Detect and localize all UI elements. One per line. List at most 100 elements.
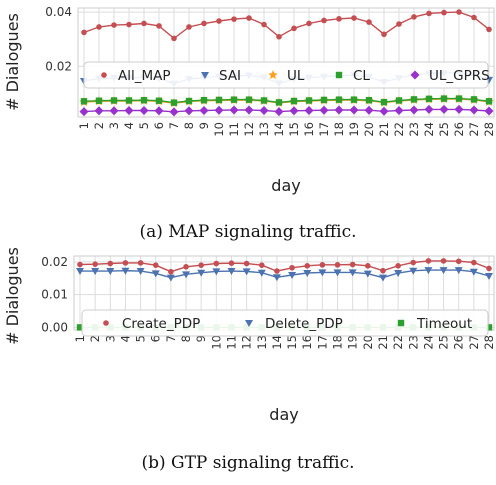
data-point (425, 258, 432, 264)
data-point (470, 96, 478, 103)
data-point (242, 268, 251, 276)
data-point (454, 267, 463, 275)
data-point (364, 105, 374, 115)
data-point (381, 31, 387, 38)
data-point (485, 98, 493, 105)
data-point (441, 9, 447, 16)
x-tick-label: 1 (77, 122, 91, 129)
data-point (424, 267, 433, 275)
data-point (109, 106, 119, 116)
legend-marker (410, 70, 420, 80)
data-point (319, 262, 326, 268)
data-point (216, 18, 222, 24)
data-point (124, 105, 134, 115)
data-point (245, 96, 253, 103)
data-point (365, 263, 371, 269)
data-point (454, 104, 464, 114)
data-point (215, 96, 223, 104)
x-tick-label: 14 (272, 122, 286, 137)
data-point (107, 260, 114, 267)
data-point (200, 96, 208, 104)
x-tick-label: 23 (407, 122, 421, 137)
legend-label: CL (353, 68, 370, 84)
series-create-pdp (77, 258, 492, 275)
data-point (425, 95, 433, 103)
data-point (350, 96, 358, 103)
data-point (349, 261, 356, 268)
legend-label: Timeout (416, 316, 472, 332)
data-point (440, 258, 447, 264)
y-tick-label: 0.00 (41, 320, 68, 334)
data-point (484, 106, 494, 116)
x-tick-label: 26 (452, 335, 466, 350)
data-point (471, 14, 477, 21)
y-axis-label: # Dialogues (3, 247, 22, 345)
x-tick-label: 2 (88, 335, 102, 342)
series-line (83, 11, 490, 40)
gtp-chart-panel: 0.00 0.01 0.02 1 2 3 4 5 6 7 8 9 10 11 12 13 14 15 16 17 18 1… (0, 232, 496, 442)
data-point (336, 16, 342, 22)
x-tick-label: 7 (167, 122, 181, 129)
data-point (168, 268, 174, 275)
x-tick-label: 19 (347, 122, 361, 137)
x-axis-label: day (269, 405, 298, 424)
x-tick-label: 18 (331, 335, 345, 350)
x-tick-label: 13 (255, 335, 269, 350)
x-tick-label: 25 (437, 122, 451, 137)
data-point (246, 15, 252, 21)
data-point (363, 270, 372, 278)
data-point (213, 260, 220, 267)
series-line (79, 260, 490, 273)
x-tick-label: 4 (118, 335, 132, 342)
x-tick-label: 27 (467, 335, 481, 350)
data-point (366, 19, 372, 25)
x-tick-label: 2 (92, 122, 106, 129)
legend-box (81, 309, 489, 337)
x-tick-label: 6 (149, 335, 163, 342)
data-point (184, 106, 194, 116)
legend-marker (101, 72, 107, 78)
x-tick-label: 11 (224, 335, 238, 350)
data-point (318, 269, 327, 277)
data-point (170, 99, 178, 106)
data-point (409, 267, 418, 275)
x-tick-label: 18 (332, 122, 346, 137)
legend-box (83, 61, 489, 89)
legend-marker (245, 320, 253, 327)
map-chart-caption: (a) MAP signaling traffic. (139, 222, 357, 242)
data-point (201, 20, 207, 27)
data-point (244, 105, 254, 115)
data-point (186, 24, 192, 30)
data-point (259, 105, 269, 115)
series-line (83, 97, 490, 104)
data-point (139, 105, 149, 115)
data-point (231, 16, 237, 22)
x-tick-label: 12 (242, 122, 256, 137)
x-tick-label: 15 (285, 335, 299, 350)
data-point (351, 15, 357, 21)
data-point (257, 269, 266, 277)
data-point (348, 269, 357, 277)
data-point (110, 97, 118, 104)
x-tick-label: 22 (392, 122, 406, 137)
x-tick-label: 24 (421, 335, 435, 350)
x-tick-label: 11 (227, 122, 241, 137)
data-point (290, 97, 298, 105)
data-point (136, 268, 145, 276)
legend: Create_PDP Delete_PDP Timeout (81, 309, 489, 337)
x-tick-label: 12 (240, 335, 254, 350)
data-point (152, 262, 159, 268)
data-point (81, 29, 87, 36)
data-point (471, 259, 477, 266)
data-point (275, 99, 283, 106)
data-point (96, 24, 102, 30)
data-point (288, 271, 297, 279)
x-tick-label: 21 (376, 335, 390, 350)
data-point (440, 95, 448, 102)
y-tick-label: 0.02 (41, 255, 68, 269)
data-point (214, 105, 224, 115)
data-point (469, 105, 479, 115)
data-point (455, 95, 463, 102)
x-tick-label: 22 (391, 335, 405, 350)
x-tick-label: 10 (212, 122, 226, 137)
